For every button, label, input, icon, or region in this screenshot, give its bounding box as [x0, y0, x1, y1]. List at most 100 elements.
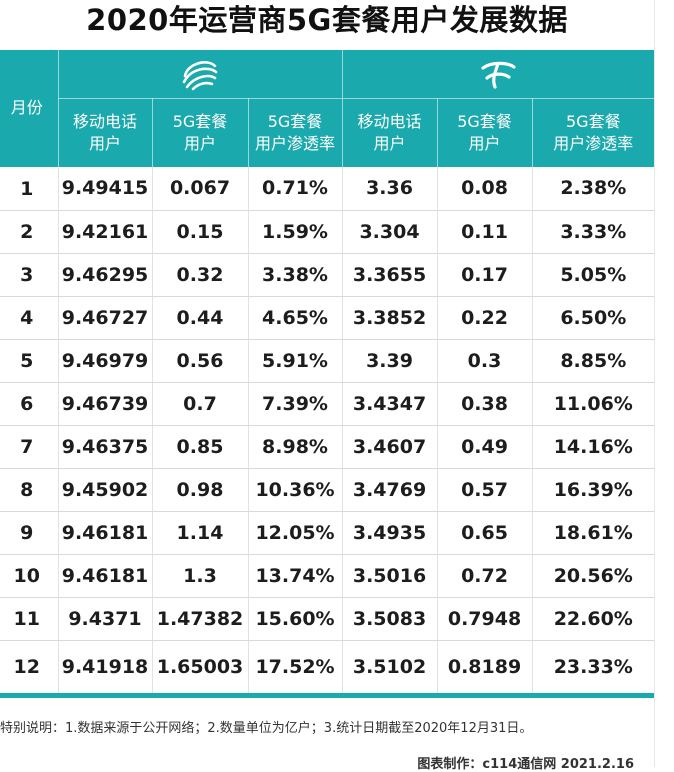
col-header-5g-penetration: 5G套餐 用户渗透率: [248, 98, 343, 167]
table-row: 7 9.46375 0.85 8.98% 3.4607 0.49 14.16%: [0, 425, 655, 469]
table-row: 4 9.46727 0.44 4.65% 3.3852 0.22 6.50%: [0, 296, 655, 340]
cell-value: 0.38: [437, 382, 533, 426]
china-mobile-header: [58, 50, 343, 99]
cell-value: 3.39: [342, 339, 438, 383]
col-header-line2: 用户: [88, 134, 121, 153]
cell-value: 0.08: [437, 167, 533, 211]
cell-value: 22.60%: [532, 597, 655, 641]
cell-month: 1: [0, 167, 59, 211]
col-header-line1: 5G套餐: [172, 112, 228, 131]
table-row: 6 9.46739 0.7 7.39% 3.4347 0.38 11.06%: [0, 382, 655, 426]
cell-value: 0.44: [152, 296, 249, 340]
table-row: 2 9.42161 0.15 1.59% 3.304 0.11 3.33%: [0, 210, 655, 254]
cell-month: 2: [0, 210, 59, 254]
col-header-line1: 移动电话: [72, 112, 137, 131]
cell-value: 6.50%: [532, 296, 655, 340]
cell-value: 3.5083: [342, 597, 438, 641]
cell-value: 1.3: [152, 554, 249, 598]
china-telecom-logo-icon: [481, 61, 516, 89]
cell-value: 9.46375: [58, 425, 153, 469]
cell-month: 12: [0, 640, 59, 698]
cell-value: 0.7948: [437, 597, 533, 641]
header-sub-row: 移动电话用户 5G套餐用户 5G套餐 用户渗透率 移动电话用户 5G套餐用户 5G…: [0, 98, 655, 167]
cell-value: 11.06%: [532, 382, 655, 426]
table-row: 5 9.46979 0.56 5.91% 3.39 0.3 8.85%: [0, 339, 655, 383]
cell-month: 3: [0, 253, 59, 297]
col-header-mobile-users: 移动电话 用户: [342, 98, 438, 167]
cell-month: 8: [0, 468, 59, 512]
cell-value: 0.067: [152, 167, 249, 211]
cell-value: 9.45902: [58, 468, 153, 512]
cell-value: 9.42161: [58, 210, 153, 254]
footnote: 特别说明：1.数据来源于公开网络；2.数量单位为亿户；3.统计日期截至2020年…: [0, 721, 533, 736]
cell-value: 9.49415: [58, 167, 153, 211]
col-header-line1: 5G套餐: [457, 112, 512, 131]
cell-value: 16.39%: [532, 468, 655, 512]
cell-value: 9.46181: [58, 554, 153, 598]
col-header-line2: 用户: [183, 134, 216, 153]
cell-value: 1.65003: [152, 640, 249, 698]
cell-value: 0.85: [152, 425, 249, 469]
month-header: 月份: [0, 50, 59, 168]
cell-value: 13.74%: [248, 554, 343, 598]
cell-value: 0.49: [437, 425, 533, 469]
cell-value: 3.5102: [342, 640, 438, 698]
cell-value: 15.60%: [248, 597, 343, 641]
cell-value: 14.16%: [532, 425, 655, 469]
cell-value: 9.46739: [58, 382, 153, 426]
col-header-5g-users: 5G套餐用户: [437, 98, 533, 167]
cell-value: 1.59%: [248, 210, 343, 254]
divider: [654, 0, 655, 767]
cell-value: 0.32: [152, 253, 249, 297]
cell-value: 0.57: [437, 468, 533, 512]
page-title: 2020年运营商5G套餐用户发展数据: [86, 3, 568, 37]
cell-value: 3.4607: [342, 425, 438, 469]
cell-value: 7.39%: [248, 382, 343, 426]
cell-value: 9.46979: [58, 339, 153, 383]
cell-value: 10.36%: [248, 468, 343, 512]
col-header-line2: 用户: [373, 134, 406, 153]
cell-value: 9.46295: [58, 253, 153, 297]
cell-value: 0.72: [437, 554, 533, 598]
cell-value: 4.65%: [248, 296, 343, 340]
cell-value: 23.33%: [532, 640, 655, 698]
cell-value: 1.47382: [152, 597, 249, 641]
col-header-line2: 用户: [468, 134, 501, 153]
col-header-line1: 5G套餐: [267, 112, 323, 131]
cell-value: 9.4371: [58, 597, 153, 641]
cell-value: 9.46181: [58, 511, 153, 555]
data-table: 月份: [0, 50, 655, 698]
table-row: 1 9.49415 0.067 0.71% 3.36 0.08 2.38%: [0, 167, 655, 211]
cell-value: 0.17: [437, 253, 533, 297]
cell-value: 0.8189: [437, 640, 533, 698]
cell-value: 3.4935: [342, 511, 438, 555]
cell-value: 0.71%: [248, 167, 343, 211]
china-telecom-header: [342, 50, 655, 99]
cell-value: 3.33%: [532, 210, 655, 254]
cell-month: 9: [0, 511, 59, 555]
cell-value: 3.4769: [342, 468, 438, 512]
cell-month: 4: [0, 296, 59, 340]
cell-value: 0.15: [152, 210, 249, 254]
cell-value: 17.52%: [248, 640, 343, 698]
cell-value: 3.304: [342, 210, 438, 254]
header-logo-row: 月份: [0, 50, 655, 168]
col-header-line1: 5G套餐: [565, 112, 621, 131]
cell-value: 3.4347: [342, 382, 438, 426]
cell-value: 0.11: [437, 210, 533, 254]
cell-value: 5.91%: [248, 339, 343, 383]
cell-value: 9.41918: [58, 640, 153, 698]
cell-value: 8.85%: [532, 339, 655, 383]
cell-value: 9.46727: [58, 296, 153, 340]
cell-value: 20.56%: [532, 554, 655, 598]
col-header-mobile-users: 移动电话 用户: [58, 98, 153, 167]
cell-value: 5.05%: [532, 253, 655, 297]
cell-value: 3.3655: [342, 253, 438, 297]
cell-value: 0.22: [437, 296, 533, 340]
col-header-line1: 移动电话: [357, 112, 422, 131]
cell-value: 3.38%: [248, 253, 343, 297]
cell-value: 0.65: [437, 511, 533, 555]
cell-value: 0.56: [152, 339, 249, 383]
table-row: 10 9.46181 1.3 13.74% 3.5016 0.72 20.56%: [0, 554, 655, 598]
table-row: 8 9.45902 0.98 10.36% 3.4769 0.57 16.39%: [0, 468, 655, 512]
